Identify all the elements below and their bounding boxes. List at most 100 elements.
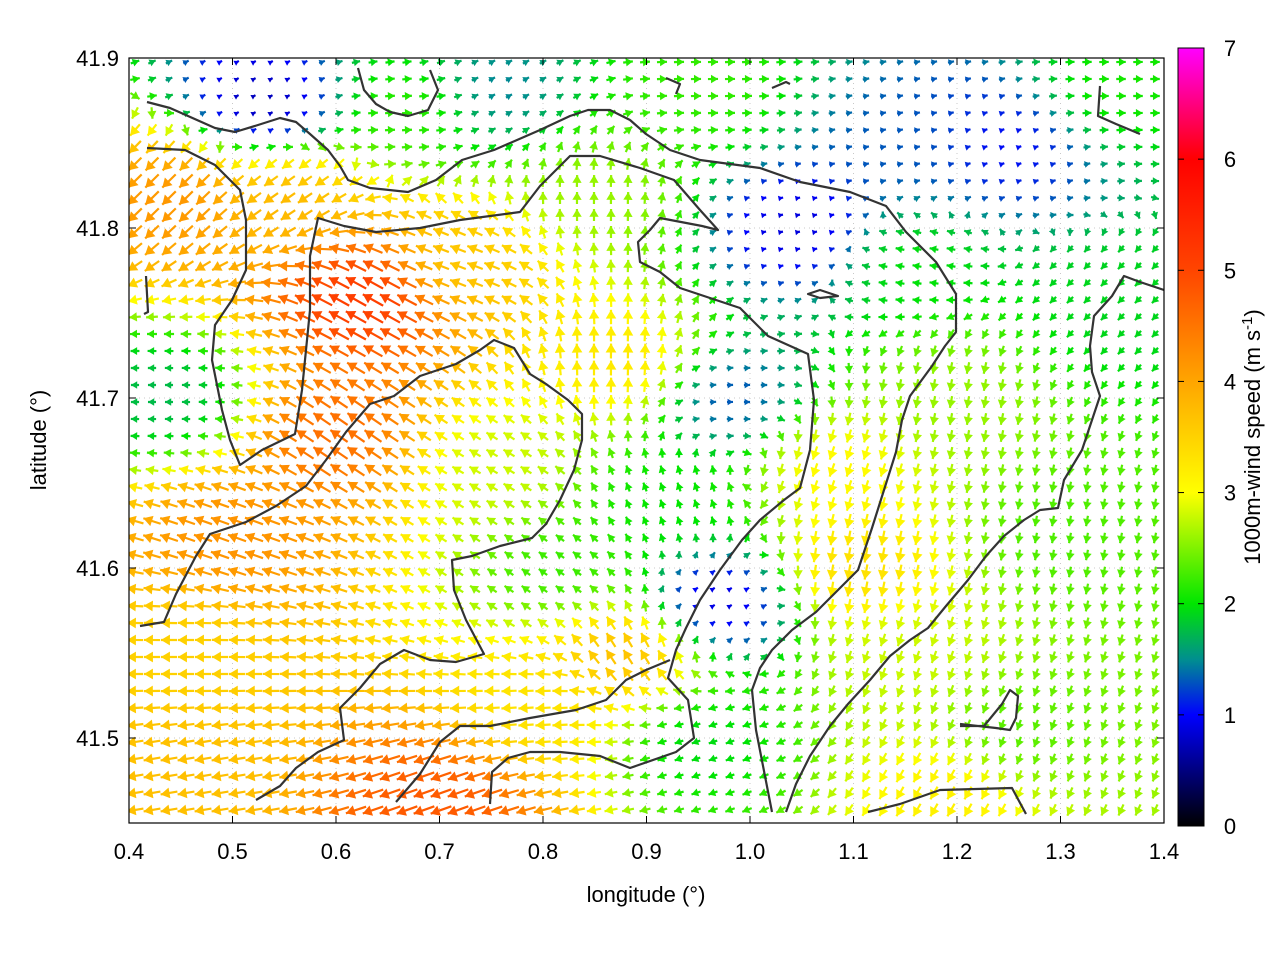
- wind-arrow: [431, 311, 451, 323]
- wind-arrow: [793, 380, 803, 389]
- wind-arrow: [415, 227, 433, 238]
- wind-arrow: [810, 58, 820, 67]
- wind-arrow: [946, 312, 956, 321]
- wind-arrow: [1101, 227, 1109, 237]
- wind-arrow: [862, 59, 870, 66]
- wind-arrow: [963, 548, 974, 562]
- wind-arrow: [295, 566, 315, 578]
- wind-arrow: [861, 362, 871, 374]
- wind-arrow: [776, 584, 786, 593]
- wind-arrow: [963, 803, 974, 817]
- wind-arrow: [742, 91, 752, 101]
- wind-arrow: [895, 446, 906, 460]
- wind-arrow: [743, 263, 750, 270]
- wind-arrow: [216, 94, 223, 100]
- wind-arrow: [129, 651, 144, 663]
- wind-arrow: [143, 787, 161, 799]
- wind-arrow: [211, 753, 229, 765]
- wind-arrow: [743, 620, 750, 627]
- wind-arrow: [571, 343, 583, 359]
- wind-arrow: [215, 363, 225, 373]
- wind-arrow: [639, 788, 651, 797]
- wind-arrow: [1032, 227, 1040, 235]
- wind-arrow: [759, 737, 769, 746]
- wind-arrow: [552, 770, 568, 782]
- wind-arrow: [261, 583, 281, 595]
- wind-arrow: [279, 617, 297, 629]
- wind-arrow: [504, 174, 514, 188]
- wind-arrow: [466, 736, 484, 748]
- wind-arrow: [163, 329, 175, 339]
- wind-arrow: [164, 364, 174, 372]
- wind-arrow: [177, 481, 195, 493]
- wind-arrow: [572, 259, 583, 273]
- wind-arrow: [521, 343, 532, 359]
- wind-arrow: [1014, 261, 1024, 269]
- wind-arrow: [450, 685, 466, 697]
- wind-arrow: [811, 109, 819, 117]
- wind-arrow: [330, 600, 348, 612]
- wind-arrow: [164, 432, 174, 440]
- wind-arrow: [262, 719, 280, 731]
- wind-arrow: [537, 499, 549, 509]
- wind-arrow: [691, 635, 699, 645]
- wind-arrow: [398, 430, 416, 442]
- wind-arrow: [278, 583, 298, 595]
- wind-arrow: [726, 482, 735, 492]
- wind-arrow: [589, 175, 599, 187]
- wind-arrow: [845, 650, 855, 664]
- wind-arrow: [447, 771, 469, 782]
- wind-arrow: [147, 347, 157, 355]
- wind-arrow: [331, 175, 347, 187]
- wind-arrow: [468, 414, 482, 425]
- y-tick-label: 41.8: [76, 216, 119, 241]
- wind-arrow: [335, 59, 343, 67]
- wind-arrow: [844, 598, 855, 614]
- wind-arrow: [245, 617, 263, 629]
- wind-arrow: [605, 616, 617, 630]
- wind-arrow: [862, 161, 870, 168]
- y-axis-label: latitude (°): [26, 390, 51, 491]
- wind-arrow: [895, 530, 906, 546]
- wind-arrow: [295, 532, 315, 543]
- wind-arrow: [280, 192, 296, 204]
- wind-arrow: [1100, 397, 1109, 407]
- wind-arrow: [451, 431, 465, 442]
- wind-arrow: [505, 127, 513, 135]
- wind-arrow: [725, 754, 735, 763]
- wind-arrow: [946, 262, 956, 271]
- wind-arrow: [328, 260, 350, 272]
- wind-arrow: [998, 145, 1005, 151]
- wind-arrow: [811, 144, 819, 151]
- wind-arrow: [279, 226, 297, 238]
- wind-arrow: [709, 432, 717, 440]
- wind-arrow: [1032, 736, 1041, 748]
- wind-arrow: [130, 75, 140, 84]
- wind-arrow: [519, 635, 533, 646]
- wind-arrow: [861, 769, 872, 783]
- wind-arrow: [639, 310, 650, 324]
- wind-arrow: [1134, 787, 1144, 799]
- wind-arrow: [328, 327, 350, 341]
- wind-arrow: [828, 161, 836, 168]
- wind-arrow: [263, 209, 279, 221]
- wind-arrow: [555, 208, 565, 222]
- wind-arrow: [1151, 397, 1160, 407]
- wind-arrow: [708, 348, 718, 356]
- wind-arrow: [227, 583, 247, 595]
- wind-arrow: [642, 550, 650, 560]
- wind-arrow: [640, 192, 650, 204]
- wind-arrow: [177, 753, 195, 765]
- wind-arrow: [1151, 227, 1160, 237]
- wind-arrow: [434, 431, 448, 442]
- wind-arrow: [811, 651, 820, 663]
- wind-arrow: [930, 211, 939, 220]
- wind-arrow: [998, 128, 1005, 134]
- wind-arrow: [692, 465, 701, 475]
- wind-arrow: [843, 581, 855, 597]
- wind-arrow: [1049, 600, 1058, 612]
- wind-arrow: [367, 142, 379, 152]
- wind-arrow: [827, 412, 837, 426]
- wind-arrow: [963, 446, 973, 460]
- wind-arrow: [160, 804, 178, 816]
